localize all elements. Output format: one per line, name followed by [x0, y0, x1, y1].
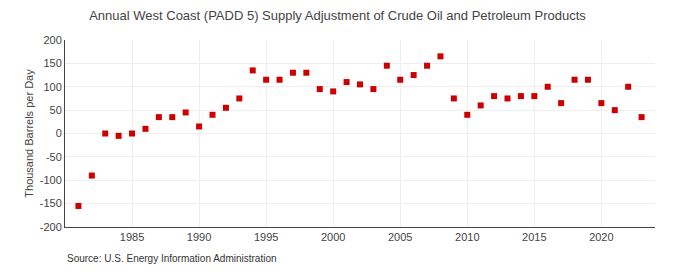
svg-text:2015: 2015: [522, 231, 546, 243]
svg-text:2000: 2000: [321, 231, 345, 243]
svg-text:2020: 2020: [589, 231, 613, 243]
svg-text:2010: 2010: [455, 231, 479, 243]
svg-text:1985: 1985: [120, 231, 144, 243]
svg-text:150: 150: [43, 57, 61, 69]
svg-text:2005: 2005: [388, 231, 412, 243]
svg-text:200: 200: [43, 34, 61, 46]
svg-text:-200: -200: [40, 221, 62, 233]
svg-text:Annual West Coast (PADD 5) Sup: Annual West Coast (PADD 5) Supply Adjust…: [89, 8, 586, 23]
svg-text:-100: -100: [40, 174, 62, 186]
svg-text:-50: -50: [46, 151, 62, 163]
svg-text:Source: U.S. Energy Informatio: Source: U.S. Energy Information Administ…: [67, 253, 277, 264]
svg-text:1995: 1995: [254, 231, 278, 243]
svg-text:100: 100: [43, 81, 61, 93]
svg-text:Thousand Barrels per Day: Thousand Barrels per Day: [23, 69, 35, 198]
svg-text:0: 0: [56, 127, 62, 139]
svg-text:50: 50: [50, 104, 62, 116]
svg-text:1990: 1990: [187, 231, 211, 243]
svg-text:-150: -150: [40, 197, 62, 209]
